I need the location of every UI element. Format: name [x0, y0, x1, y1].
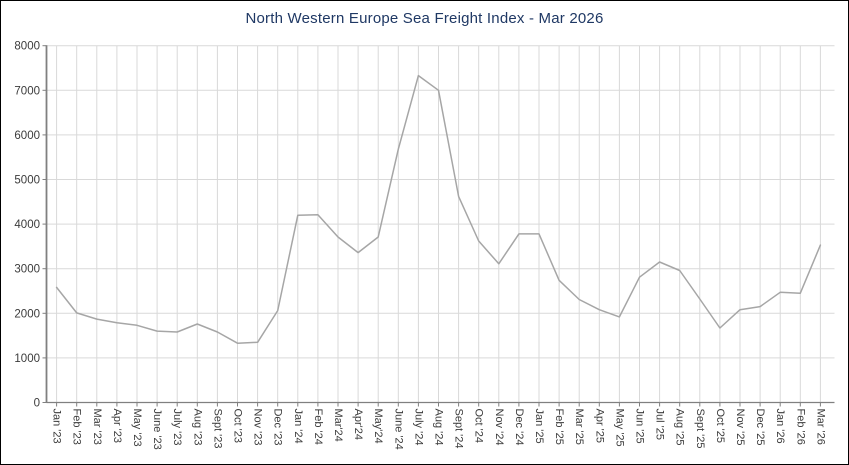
x-axis-label: Oct '24 [473, 409, 485, 444]
chart-title: North Western Europe Sea Freight Index -… [245, 10, 604, 27]
y-axis-label: 2000 [14, 308, 40, 320]
x-axis-label: Jan '26 [774, 409, 786, 444]
y-axis-label: 3000 [14, 264, 40, 276]
x-axis-label: Mar '25 [573, 409, 585, 445]
y-axis-label: 0 [34, 398, 40, 410]
x-axis-label: Jan '25 [533, 409, 545, 444]
y-axis-label: 5000 [14, 175, 40, 187]
x-axis-label: July '23 [171, 409, 183, 446]
x-axis-label: Jun '25 [634, 409, 646, 444]
x-axis-label: Sept '25 [694, 409, 706, 449]
x-axis-label: June '24 [392, 409, 404, 450]
x-axis-label: Feb '25 [553, 409, 565, 445]
x-axis-label: July '24 [412, 409, 424, 446]
x-axis-label: Feb '26 [794, 409, 806, 445]
x-axis-label: Aug '24 [433, 409, 445, 446]
x-axis-label: Apr'24 [352, 409, 364, 440]
x-axis-label: June '23 [151, 409, 163, 450]
freight-index-series-line [55, 74, 822, 344]
y-axis-label: 7000 [14, 85, 40, 97]
y-axis-label: 1000 [14, 353, 40, 365]
x-axis-label: Dec '23 [272, 409, 284, 446]
y-axis-label: 8000 [14, 41, 40, 53]
x-axis-label: Sept '24 [453, 409, 465, 449]
x-axis-label: Sept '23 [211, 409, 223, 449]
x-axis-label: Mar '23 [91, 409, 103, 445]
x-axis-label: Mar'24 [332, 409, 344, 442]
x-axis-label: Nov '23 [252, 409, 264, 446]
x-axis-label: Dec '25 [754, 409, 766, 446]
y-axis-label: 6000 [14, 130, 40, 142]
x-axis-label: Feb '23 [71, 409, 83, 445]
x-axis-label: May '25 [613, 409, 625, 447]
x-axis-label: Jan '23 [51, 409, 63, 444]
x-axis-label: Feb '24 [312, 409, 324, 445]
x-axis-label: May'24 [372, 409, 384, 444]
x-axis-label: Dec '24 [513, 409, 525, 446]
x-axis-label: Nov '24 [493, 409, 505, 446]
x-axis-label: Nov '25 [734, 409, 746, 446]
x-axis-label: Aug '23 [191, 409, 203, 446]
x-axis-label: Oct '23 [232, 409, 244, 444]
x-axis-label: Jan '24 [292, 409, 304, 444]
x-axis-label: Mar '26 [814, 409, 826, 445]
x-axis-label: Apr '23 [111, 409, 123, 444]
y-axis-label: 4000 [14, 219, 40, 231]
x-axis-label: May '23 [131, 409, 143, 447]
x-axis-label: Apr '25 [593, 409, 605, 444]
x-axis-label: Oct '25 [714, 409, 726, 444]
x-axis-label: Jul '25 [654, 409, 666, 440]
x-axis-label: Aug '25 [674, 409, 686, 446]
